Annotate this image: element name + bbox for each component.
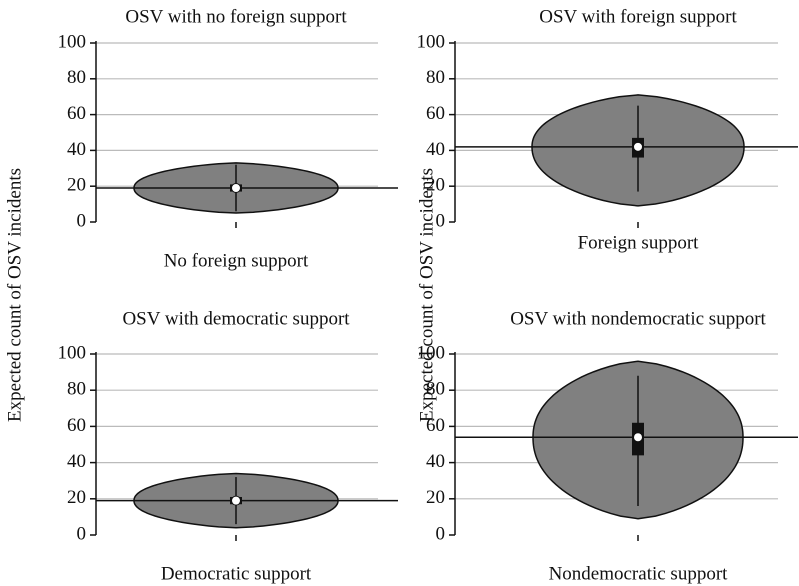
y-tick-label: 80 bbox=[67, 379, 86, 400]
y-tick-label: 0 bbox=[436, 523, 446, 544]
y-tick-label: 40 bbox=[67, 139, 86, 160]
y-tick-label: 80 bbox=[426, 379, 445, 400]
y-tick-label: 0 bbox=[77, 210, 87, 231]
y-tick-label: 80 bbox=[426, 67, 445, 88]
y-tick-label: 20 bbox=[426, 487, 445, 508]
y-tick-label: 20 bbox=[67, 487, 86, 508]
y-axis-label: Expected count of OSV incidents bbox=[416, 168, 437, 422]
median bbox=[231, 182, 241, 193]
x-label: No foreign support bbox=[164, 250, 309, 271]
y-tick-label: 40 bbox=[67, 451, 86, 472]
y-tick-label: 0 bbox=[77, 523, 87, 544]
panel-title: OSV with no foreign support bbox=[125, 6, 347, 27]
y-tick-label: 100 bbox=[58, 31, 87, 52]
panel-title: OSV with foreign support bbox=[539, 6, 737, 27]
y-tick-label: 60 bbox=[426, 415, 445, 436]
y-tick-label: 0 bbox=[436, 210, 446, 231]
y-tick-label: 40 bbox=[426, 139, 445, 160]
x-label: Nondemocratic support bbox=[549, 563, 729, 584]
y-axis-label: Expected count of OSV incidents bbox=[4, 168, 25, 422]
x-label: Foreign support bbox=[578, 232, 700, 253]
panel-title: OSV with nondemocratic support bbox=[510, 308, 766, 329]
y-tick-label: 20 bbox=[67, 175, 86, 196]
y-tick-label: 60 bbox=[426, 103, 445, 124]
x-label: Democratic support bbox=[161, 563, 312, 584]
y-tick-label: 60 bbox=[67, 415, 86, 436]
median bbox=[633, 141, 643, 152]
panel-title: OSV with democratic support bbox=[122, 308, 350, 329]
y-tick-label: 60 bbox=[67, 103, 86, 124]
median bbox=[231, 495, 241, 506]
median bbox=[633, 432, 643, 443]
y-tick-label: 100 bbox=[417, 31, 446, 52]
y-tick-label: 100 bbox=[417, 342, 446, 363]
y-tick-label: 20 bbox=[426, 175, 445, 196]
y-tick-label: 40 bbox=[426, 451, 445, 472]
y-tick-label: 80 bbox=[67, 67, 86, 88]
y-tick-label: 100 bbox=[58, 342, 87, 363]
